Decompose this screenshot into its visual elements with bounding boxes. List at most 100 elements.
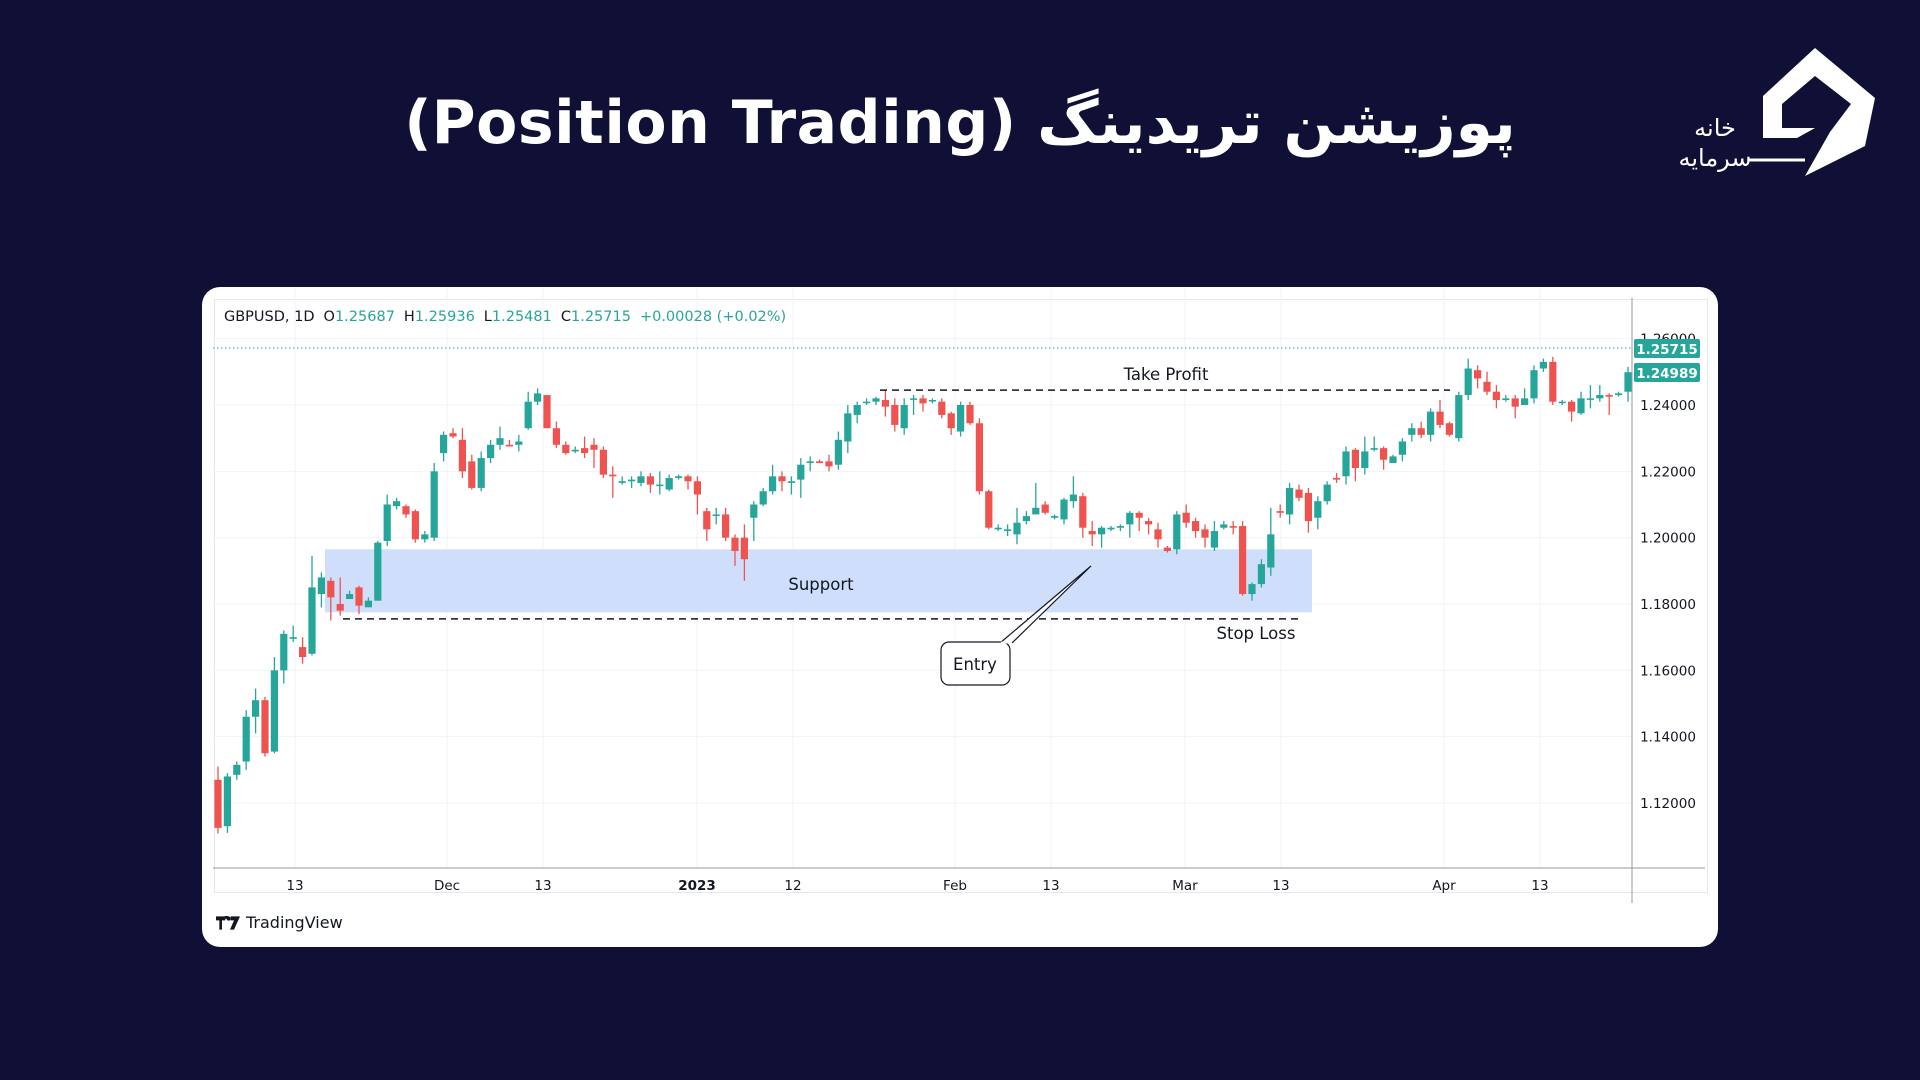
candle — [1173, 511, 1181, 555]
candle — [891, 398, 899, 432]
candle — [1323, 481, 1331, 505]
candle — [816, 459, 824, 464]
candle — [1060, 497, 1068, 525]
candle — [1370, 436, 1378, 452]
candle — [740, 524, 748, 581]
candle — [280, 630, 288, 684]
candle — [750, 501, 758, 541]
price-tick: 1.18000 — [1640, 597, 1696, 613]
candle — [1041, 501, 1049, 515]
price-tick: 1.14000 — [1640, 730, 1696, 746]
candle — [628, 476, 636, 488]
candle — [928, 398, 936, 404]
time-axis[interactable]: 13 Dec 13 2023 12 Feb 13 Mar 13 Apr 13 — [286, 878, 1548, 894]
candle — [1239, 521, 1247, 596]
ohlc-legend: GBPUSD, 1D O1.25687 H1.25936 L1.25481 C1.257… — [224, 309, 795, 325]
time-tick: 12 — [784, 878, 801, 894]
time-tick: 13 — [286, 878, 303, 894]
candle — [1502, 395, 1510, 402]
candle — [1549, 356, 1557, 405]
close-value: C1.25715 — [560, 309, 631, 325]
candle — [440, 431, 448, 462]
price-tags: 1.25715 1.24989 — [1634, 339, 1700, 382]
candle — [543, 395, 551, 429]
candle — [947, 411, 955, 435]
candle — [1314, 496, 1322, 530]
candle — [778, 471, 786, 492]
candle — [364, 597, 372, 608]
symbol-label: GBPUSD, 1D — [224, 309, 315, 325]
candle — [863, 398, 871, 405]
candle — [590, 438, 598, 469]
entry-callout[interactable]: Entry — [940, 565, 1092, 686]
candle — [656, 471, 664, 495]
tradingview-brand[interactable]: TradingView — [216, 913, 343, 932]
support-zone[interactable] — [325, 549, 1312, 613]
candle — [1069, 476, 1077, 508]
candle — [1286, 482, 1294, 525]
candle — [1126, 511, 1134, 538]
candle — [477, 451, 485, 492]
candle — [957, 401, 965, 437]
candle — [1304, 487, 1312, 533]
candle — [1163, 545, 1171, 553]
candle — [825, 454, 833, 472]
candle — [1107, 526, 1115, 532]
candle — [1474, 365, 1482, 389]
candle — [994, 524, 1002, 532]
candle — [1408, 423, 1416, 442]
candle — [806, 456, 814, 472]
candle — [449, 428, 457, 439]
candle — [675, 474, 683, 480]
candle — [421, 531, 429, 543]
take-profit-label: Take Profit — [1123, 365, 1209, 384]
candle — [1135, 511, 1143, 532]
candle — [299, 637, 307, 664]
candle — [1389, 454, 1397, 464]
candle — [1154, 522, 1162, 548]
tradingview-logo-icon — [216, 915, 240, 930]
support-label: Support — [788, 575, 854, 594]
candle — [665, 474, 673, 492]
candle — [393, 497, 401, 510]
house-icon — [1763, 48, 1875, 176]
candle — [618, 476, 626, 485]
candle — [1511, 395, 1519, 419]
time-tick: Apr — [1432, 878, 1456, 894]
candle — [1210, 521, 1218, 551]
time-tick: Feb — [943, 878, 967, 894]
candle — [693, 476, 701, 515]
candle — [722, 507, 730, 541]
price-tick: 1.20000 — [1640, 531, 1696, 547]
candle — [834, 431, 842, 470]
candle — [985, 489, 993, 530]
candle — [900, 398, 908, 435]
price-tick: 1.16000 — [1640, 663, 1696, 679]
candle — [797, 458, 805, 498]
price-tick: 1.22000 — [1640, 464, 1696, 480]
time-tick: 2023 — [678, 878, 716, 894]
candle — [1145, 517, 1153, 535]
candle — [1116, 524, 1124, 532]
entry-label: Entry — [953, 655, 997, 674]
candle — [703, 507, 711, 541]
candle — [1182, 504, 1190, 528]
candle — [1022, 511, 1030, 525]
candle — [1051, 514, 1059, 520]
time-tick: 13 — [1531, 878, 1548, 894]
open-value: O1.25687 — [323, 309, 395, 325]
candle — [562, 441, 570, 455]
candle — [731, 534, 739, 566]
candle — [975, 418, 983, 495]
candle — [1013, 507, 1021, 545]
candle — [1257, 559, 1265, 588]
candle — [534, 388, 542, 405]
candle — [1267, 507, 1275, 576]
candle — [346, 590, 354, 600]
candle — [844, 405, 852, 454]
candle — [289, 625, 297, 643]
price-axis[interactable]: 1.260001.240001.220001.200001.180001.160… — [1640, 332, 1696, 812]
candle — [1436, 400, 1444, 429]
candle — [1586, 385, 1594, 409]
